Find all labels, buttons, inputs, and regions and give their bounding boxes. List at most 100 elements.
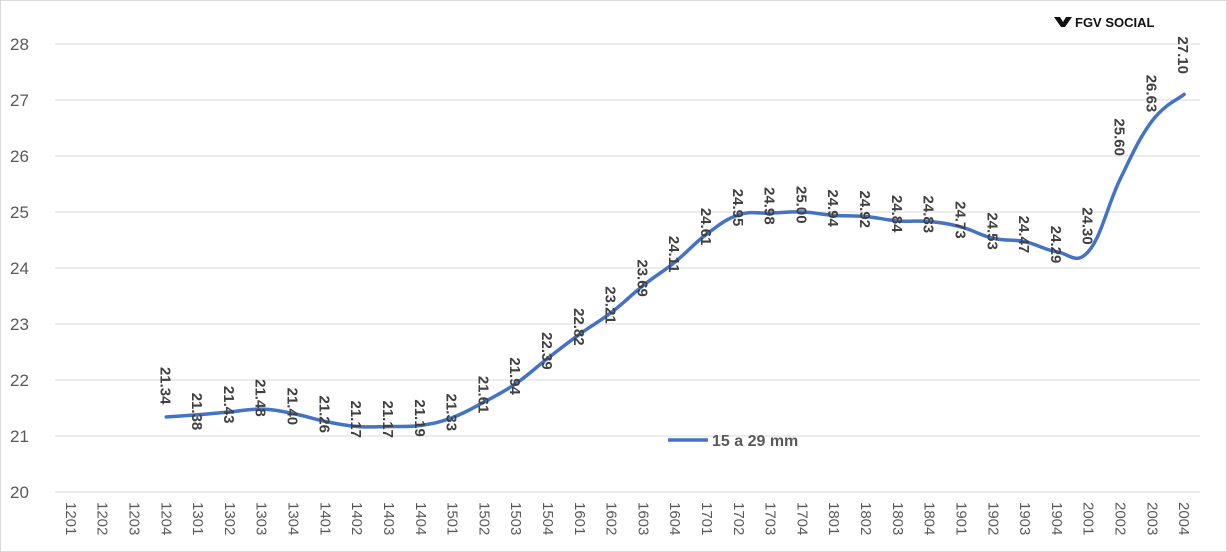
data-label: 27.10 bbox=[1174, 36, 1191, 74]
logo-text: FGV SOCIAL bbox=[1075, 15, 1155, 30]
data-point bbox=[419, 423, 423, 427]
data-labels: 21.34 21.38 21.43 21.48 21.40 21.26 21.17 21.17… bbox=[156, 36, 1191, 438]
data-point bbox=[705, 232, 709, 236]
data-label: 24.94 bbox=[824, 189, 841, 227]
data-point bbox=[928, 220, 932, 224]
x-tick-label: 1204 bbox=[157, 502, 174, 535]
x-tick-label: 1402 bbox=[348, 502, 365, 535]
x-tick-label: 2002 bbox=[1111, 502, 1128, 535]
x-tick-label: 1404 bbox=[412, 502, 429, 535]
data-point bbox=[546, 356, 550, 360]
x-tick-label: 2001 bbox=[1080, 502, 1097, 535]
data-label: 24.47 bbox=[1015, 216, 1032, 254]
data-point bbox=[355, 424, 359, 428]
x-tick-label: 1401 bbox=[316, 502, 333, 535]
data-point bbox=[1055, 250, 1059, 254]
x-tick-label: 1302 bbox=[221, 502, 238, 535]
data-label: 24.98 bbox=[761, 187, 778, 225]
x-tick-label: 1201 bbox=[62, 502, 79, 535]
data-label: 24.53 bbox=[983, 212, 1000, 250]
data-label: 24.83 bbox=[920, 196, 937, 234]
fgv-social-logo: FGV SOCIAL bbox=[1054, 15, 1155, 30]
x-tick-label: 1904 bbox=[1048, 502, 1065, 535]
x-tick-label: 1801 bbox=[825, 502, 842, 535]
data-point bbox=[196, 413, 200, 417]
data-point bbox=[1023, 240, 1027, 244]
x-tick-label: 1403 bbox=[380, 502, 397, 535]
data-label: 21.43 bbox=[220, 386, 237, 424]
data-label: 26.63 bbox=[1142, 75, 1159, 113]
x-tick-label: 1303 bbox=[253, 502, 270, 535]
data-point bbox=[610, 310, 614, 314]
x-tick-label: 1504 bbox=[539, 502, 556, 535]
x-axis-ticks: 1201 1202 1203 1204 1301 1302 1303 1304 1401 1402… bbox=[62, 502, 1192, 535]
data-point bbox=[673, 260, 677, 264]
x-tick-label: 1802 bbox=[857, 502, 874, 535]
data-label: 21.38 bbox=[188, 393, 205, 431]
data-point bbox=[387, 424, 391, 428]
data-point bbox=[800, 210, 804, 214]
data-point bbox=[832, 213, 836, 217]
data-point bbox=[769, 211, 773, 215]
x-tick-label: 1601 bbox=[571, 502, 588, 535]
x-tick-label: 1702 bbox=[730, 502, 747, 535]
data-point bbox=[1182, 92, 1186, 96]
data-label: 24.30 bbox=[1079, 207, 1096, 245]
x-tick-label: 1901 bbox=[952, 502, 969, 535]
data-label: 22.39 bbox=[538, 332, 555, 370]
data-label: 25.00 bbox=[792, 186, 809, 224]
data-label: 21.94 bbox=[506, 357, 523, 395]
y-tick-label: 24 bbox=[10, 259, 29, 278]
data-point bbox=[1087, 249, 1091, 253]
data-label: 24.29 bbox=[1047, 226, 1064, 264]
x-tick-label: 1804 bbox=[921, 502, 938, 535]
data-label: 24.11 bbox=[665, 236, 682, 273]
data-label: 21.33 bbox=[443, 394, 460, 432]
x-tick-label: 1604 bbox=[666, 502, 683, 535]
data-label: 24.95 bbox=[729, 189, 746, 227]
data-label: 21.40 bbox=[284, 388, 301, 426]
x-tick-label: 1501 bbox=[444, 502, 461, 535]
data-point bbox=[578, 332, 582, 336]
data-label: 22.82 bbox=[570, 308, 587, 346]
x-tick-label: 2004 bbox=[1175, 502, 1192, 535]
y-tick-label: 28 bbox=[10, 35, 29, 54]
data-point bbox=[1150, 119, 1154, 123]
data-point bbox=[514, 381, 518, 385]
data-point bbox=[451, 416, 455, 420]
data-point bbox=[737, 213, 741, 217]
x-tick-label: 1304 bbox=[285, 502, 302, 535]
x-tick-label: 1803 bbox=[889, 502, 906, 535]
data-point bbox=[641, 283, 645, 287]
x-tick-label: 1202 bbox=[94, 502, 111, 535]
y-tick-label: 27 bbox=[10, 91, 29, 110]
data-point bbox=[991, 236, 995, 240]
data-point bbox=[896, 219, 900, 223]
x-tick-label: 1602 bbox=[603, 502, 620, 535]
data-point bbox=[164, 415, 168, 419]
gridlines bbox=[55, 43, 1200, 493]
data-label: 21.19 bbox=[411, 399, 428, 437]
legend-label: 15 a 29 mm bbox=[712, 433, 798, 450]
data-point bbox=[260, 407, 264, 411]
data-label: 24.84 bbox=[888, 195, 905, 233]
x-tick-label: 1703 bbox=[762, 502, 779, 535]
data-label: 21.17 bbox=[379, 400, 396, 438]
y-tick-label: 25 bbox=[10, 203, 29, 222]
data-point bbox=[228, 410, 232, 414]
x-tick-label: 1203 bbox=[126, 502, 143, 535]
fgv-logo-mark-icon bbox=[1054, 17, 1072, 27]
data-point bbox=[323, 419, 327, 423]
y-tick-label: 23 bbox=[10, 315, 29, 334]
data-point bbox=[864, 214, 868, 218]
y-tick-label: 26 bbox=[10, 147, 29, 166]
y-axis-ticks: 20 21 22 23 24 25 26 27 28 bbox=[10, 35, 29, 502]
data-label: 21.17 bbox=[347, 400, 364, 438]
data-label: 24.73 bbox=[951, 201, 968, 239]
data-label: 24.92 bbox=[856, 190, 873, 228]
data-point bbox=[292, 412, 296, 416]
x-tick-label: 1902 bbox=[984, 502, 1001, 535]
x-tick-label: 1903 bbox=[1016, 502, 1033, 535]
